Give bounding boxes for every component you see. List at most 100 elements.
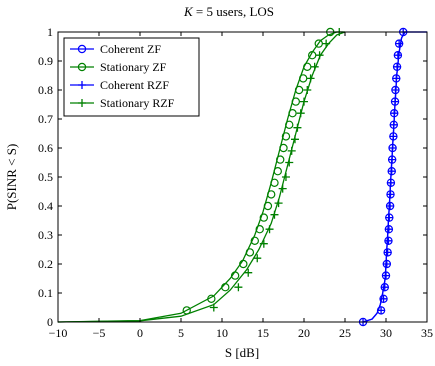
chart-title-variable: K — [183, 4, 194, 19]
series-coherent-zf — [358, 27, 427, 327]
legend-plus-marker — [78, 99, 86, 107]
plus-marker — [265, 225, 274, 234]
plus-marker — [209, 303, 218, 312]
legend-label: Coherent ZF — [100, 42, 161, 56]
x-tick-label: −5 — [93, 326, 106, 340]
plus-marker — [395, 39, 404, 48]
chart-title-text: = 5 users, LOS — [193, 4, 274, 19]
circle-marker — [294, 85, 304, 95]
chart-title: K = 5 users, LOS — [183, 4, 274, 19]
plus-marker — [386, 190, 395, 199]
plus-marker — [234, 283, 243, 292]
y-tick-label: 0.7 — [38, 112, 53, 126]
plus-marker — [388, 144, 397, 152]
y-axis: 0 0.1 0.2 0.3 0.4 0.5 0.6 0.7 0.8 0.9 1 — [38, 25, 427, 329]
plus-marker — [385, 213, 394, 222]
series-stationary-zf — [57, 27, 345, 323]
legend-label: Coherent RZF — [100, 78, 169, 92]
plus-marker — [274, 199, 283, 208]
plus-marker — [296, 109, 305, 118]
plus-marker — [300, 97, 308, 106]
circle-marker — [279, 143, 288, 153]
circle-marker — [273, 166, 282, 176]
circle-marker — [207, 294, 216, 303]
plus-marker — [293, 123, 302, 132]
circle-marker — [255, 224, 264, 234]
plus-marker — [386, 202, 395, 210]
plus-marker — [310, 62, 319, 71]
plus-marker — [393, 51, 402, 60]
plus-marker — [253, 254, 262, 263]
x-tick-label: 30 — [380, 326, 392, 340]
x-axis-label: S [dB] — [225, 345, 259, 360]
circle-marker — [285, 120, 294, 130]
circle-marker — [221, 283, 230, 292]
plus-marker — [382, 271, 390, 280]
y-tick-label: 0.8 — [38, 83, 53, 97]
y-tick-label: 0.1 — [38, 286, 53, 300]
legend-item: Stationary RZF — [70, 96, 175, 110]
plus-marker — [322, 39, 331, 48]
plus-marker — [380, 283, 389, 292]
plus-marker — [259, 239, 268, 248]
circle-marker — [276, 155, 285, 164]
x-axis: −10 −5 0 5 10 15 20 25 30 35 — [49, 32, 433, 340]
y-tick-label: 0.4 — [38, 199, 53, 213]
circle-marker — [230, 271, 240, 280]
y-tick-label: 0 — [47, 315, 53, 329]
legend-circle-marker — [77, 44, 87, 54]
y-axis-label: P(SINR < S) — [4, 144, 19, 211]
y-tick-label: 0.5 — [38, 170, 53, 184]
plus-marker — [285, 158, 294, 167]
plus-marker — [393, 62, 402, 71]
plus-marker — [387, 167, 396, 176]
plus-marker — [391, 86, 400, 94]
plus-marker — [386, 178, 395, 187]
legend-label: Stationary ZF — [100, 60, 167, 74]
x-tick-label: 20 — [298, 326, 310, 340]
circle-marker — [245, 248, 255, 257]
plus-marker — [244, 268, 253, 277]
plot-area — [57, 27, 427, 327]
circle-marker — [291, 97, 300, 106]
legend: Coherent ZF Stationary ZF Coherent RZF Stat… — [63, 37, 200, 117]
x-tick-label: −10 — [49, 326, 68, 340]
plus-marker — [303, 86, 312, 94]
plus-marker — [383, 248, 392, 257]
x-tick-label: 35 — [421, 326, 433, 340]
plus-marker — [388, 155, 397, 164]
circle-marker — [298, 74, 308, 83]
y-tick-label: 1 — [47, 25, 53, 39]
plus-marker — [306, 74, 315, 83]
legend-plus-marker — [78, 81, 86, 89]
x-tick-label: 5 — [178, 326, 184, 340]
circle-marker — [263, 201, 273, 211]
circle-marker — [288, 108, 297, 118]
circle-marker — [239, 259, 248, 269]
plus-marker — [281, 173, 290, 181]
x-tick-label: 10 — [216, 326, 228, 340]
circle-marker — [267, 190, 276, 199]
legend-circle-marker — [77, 62, 87, 72]
series-coherent-rzf — [359, 28, 427, 326]
circle-marker — [259, 213, 269, 222]
plus-marker — [382, 260, 391, 268]
circle-marker — [270, 178, 279, 187]
y-tick-label: 0.9 — [38, 54, 53, 68]
circle-marker — [303, 62, 312, 72]
series-line — [57, 31, 346, 323]
plus-marker — [290, 135, 299, 144]
plus-marker — [389, 132, 398, 141]
plus-marker — [377, 306, 386, 315]
y-tick-label: 0.2 — [38, 257, 53, 271]
y-tick-label: 0.6 — [38, 141, 53, 155]
legend-item: Coherent ZF — [70, 42, 161, 56]
plus-marker — [391, 97, 400, 106]
circle-marker — [281, 132, 291, 141]
legend-item: Stationary ZF — [70, 60, 167, 74]
plus-marker — [392, 74, 401, 83]
plus-marker — [379, 294, 388, 303]
legend-label: Stationary RZF — [100, 96, 175, 110]
plus-marker — [315, 51, 324, 60]
